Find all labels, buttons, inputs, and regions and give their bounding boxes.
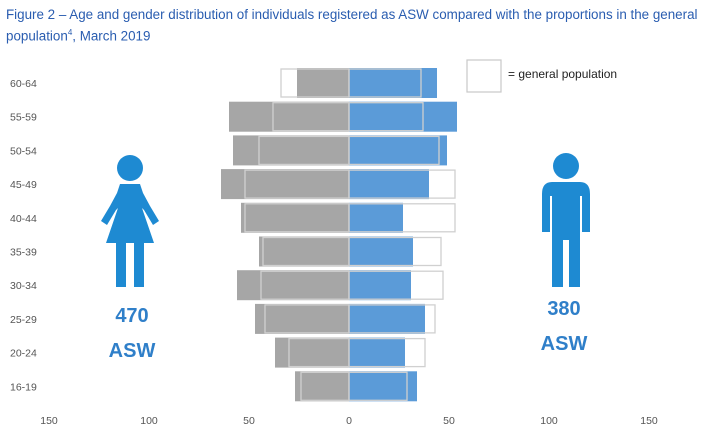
bar-male-50-54: [349, 135, 447, 166]
age-label-45-49: 45-49: [10, 179, 37, 191]
male-icon: [542, 153, 590, 287]
bar-male-25-29: [349, 303, 425, 334]
bar-female-16-19: [295, 371, 349, 402]
male-count: 380: [547, 298, 580, 320]
x-tick-label: 150: [640, 415, 658, 427]
general-male-16-19: [348, 371, 408, 401]
bar-female-20-24: [275, 337, 349, 368]
female-count: 470: [115, 305, 148, 327]
x-tick-label: 50: [243, 415, 255, 427]
bar-male-20-24: [349, 337, 405, 368]
general-male-35-39: [348, 236, 442, 267]
legend: = general population: [466, 59, 617, 93]
general-male-40-44: [348, 203, 456, 233]
bar-male-60-64: [349, 68, 437, 98]
female-icon: [101, 155, 159, 287]
general-male-20-24: [348, 337, 426, 368]
legend-swatch: [466, 59, 502, 93]
age-group-labels: 60-64 55-59 50-54 45-49 40-44 35-39 30-34 25-29…: [10, 78, 37, 393]
bar-female-45-49: [221, 169, 349, 200]
age-label-60-64: 60-64: [10, 78, 37, 90]
age-label-25-29: 25-29: [10, 314, 37, 326]
legend-label: = general population: [508, 67, 617, 81]
general-male-60-64: [348, 68, 422, 98]
general-population-layer: [244, 68, 456, 401]
x-axis-labels: 150 100 50 0 50 100 150: [40, 415, 658, 427]
x-tick-label: 50: [443, 415, 455, 427]
age-label-16-19: 16-19: [10, 381, 37, 393]
bar-female-55-59: [229, 101, 349, 132]
bar-female-25-29: [255, 303, 349, 334]
age-label-20-24: 20-24: [10, 348, 37, 360]
bar-female-50-54: [233, 135, 349, 166]
age-label-50-54: 50-54: [10, 145, 37, 157]
figure-title-tail: , March 2019: [72, 28, 151, 44]
general-male-50-54: [348, 135, 440, 166]
bar-female-35-39: [259, 236, 349, 267]
bar-male-16-19: [349, 371, 417, 402]
female-unit: ASW: [109, 340, 156, 362]
x-tick-label: 150: [40, 415, 58, 427]
general-male-55-59: [348, 102, 424, 132]
x-tick-label: 0: [346, 415, 352, 427]
bar-male-30-34: [349, 270, 411, 301]
bar-female-40-44: [241, 202, 349, 233]
bars-layer: [221, 68, 457, 402]
male-unit: ASW: [541, 333, 588, 355]
bar-male-35-39: [349, 236, 413, 267]
bar-female-60-64: [297, 68, 349, 98]
figure-title: Figure 2 – Age and gender distribution o…: [6, 6, 698, 45]
x-tick-label: 100: [140, 415, 158, 427]
age-label-35-39: 35-39: [10, 247, 37, 259]
general-male-30-34: [348, 270, 444, 300]
general-male-45-49: [348, 169, 456, 199]
figure-title-main: Figure 2 – Age and gender distribution o…: [6, 7, 698, 44]
bar-male-40-44: [349, 202, 403, 233]
age-label-30-34: 30-34: [10, 280, 37, 292]
age-label-40-44: 40-44: [10, 213, 37, 225]
footnote-marker: 4: [67, 28, 73, 37]
bar-male-55-59: [349, 101, 457, 132]
age-label-55-59: 55-59: [10, 112, 37, 124]
x-tick-label: 100: [540, 415, 558, 427]
bar-female-30-34: [237, 270, 349, 301]
general-male-25-29: [348, 304, 436, 334]
bar-male-45-49: [349, 169, 429, 200]
